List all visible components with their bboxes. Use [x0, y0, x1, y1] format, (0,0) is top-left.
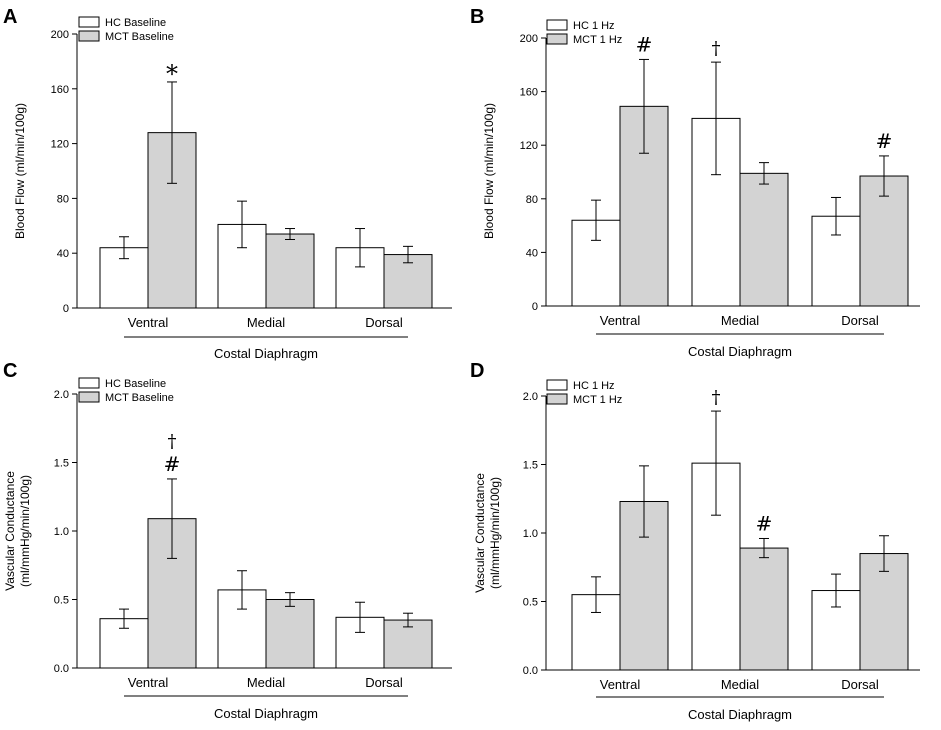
y-axis-title: Vascular Conductance(ml/mmHg/min/100g)	[473, 473, 502, 593]
legend-label: MCT 1 Hz	[573, 394, 622, 406]
category-label: Ventral	[600, 677, 641, 692]
category-label: Ventral	[128, 315, 169, 330]
legend-swatch-hc	[546, 379, 568, 391]
y-tick-label: 0.0	[523, 665, 538, 677]
y-axis-title-line: Vascular Conductance	[3, 471, 17, 591]
y-tick-label: 0.0	[54, 663, 69, 675]
category-label: Dorsal	[365, 315, 403, 330]
category-label: Dorsal	[365, 675, 403, 690]
bar-mct	[265, 599, 315, 669]
y-tick-label: 120	[51, 139, 69, 151]
y-tick-label: 0.5	[54, 595, 69, 607]
y-axis-title-line: Vascular Conductance	[473, 473, 487, 593]
bar-mct	[383, 254, 433, 309]
legend-swatch-mct	[78, 391, 100, 403]
chart-panel-c: C 0.0 0.5 1.0 1.5 2.0 Vascular Conductance(ml/…	[3, 360, 452, 721]
legend-label: MCT Baseline	[105, 392, 174, 404]
y-tick-label: 2.0	[523, 391, 538, 403]
legend-swatch-mct	[546, 393, 568, 405]
legend-swatch-mct	[78, 30, 100, 42]
y-axis-title-line: (ml/mmHg/min/100g)	[18, 475, 32, 587]
legend-label: HC 1 Hz	[573, 380, 615, 392]
panel-letter: A	[3, 6, 17, 28]
y-tick-label: 1.0	[523, 528, 538, 540]
panel-letter: C	[3, 360, 17, 382]
category-label: Dorsal	[841, 313, 879, 328]
legend-label: HC Baseline	[105, 378, 166, 390]
significance-marker: †	[712, 38, 721, 59]
y-tick-label: 160	[51, 84, 69, 96]
legend-label: HC Baseline	[105, 17, 166, 29]
y-axis-title-line: (ml/mmHg/min/100g)	[488, 477, 502, 589]
bar-mct	[859, 553, 909, 671]
significance-marker: #	[636, 32, 653, 56]
category-label: Dorsal	[841, 677, 879, 692]
y-tick-label: 160	[520, 87, 538, 99]
chart-panel-a: A 0 40 80 120 160 200 Blood Flow (ml/min/100g) V…	[3, 6, 452, 361]
y-axis-title: Vascular Conductance(ml/mmHg/min/100g)	[3, 471, 32, 591]
group-label: Costal Diaphragm	[214, 346, 318, 361]
y-tick-label: 80	[526, 194, 538, 206]
category-label: Medial	[721, 677, 759, 692]
y-tick-label: 40	[57, 248, 69, 260]
panel-letter: B	[470, 6, 484, 28]
bar-mct	[739, 547, 789, 671]
significance-marker: †	[168, 431, 177, 452]
legend-label: HC 1 Hz	[573, 20, 615, 32]
significance-marker: #	[876, 129, 893, 153]
chart-panel-b: B 0 40 80 120 160 200 Blood Flow (ml/min/100g) V…	[470, 6, 920, 359]
y-axis-title-line: Blood Flow (ml/min/100g)	[482, 103, 496, 239]
bar-mct	[265, 233, 315, 309]
y-tick-label: 1.5	[54, 458, 69, 470]
y-tick-label: 120	[520, 140, 538, 152]
bar-mct	[739, 172, 789, 307]
group-label: Costal Diaphragm	[214, 706, 318, 721]
legend-swatch-hc	[78, 16, 100, 28]
legend-swatch-mct	[546, 33, 568, 45]
legend-label: MCT Baseline	[105, 31, 174, 43]
y-tick-label: 200	[520, 33, 538, 45]
y-axis-title: Blood Flow (ml/min/100g)	[13, 103, 27, 239]
category-label: Medial	[247, 675, 285, 690]
group-label: Costal Diaphragm	[688, 344, 792, 359]
chart-panel-d: D 0.0 0.5 1.0 1.5 2.0 Vascular Conductance(ml/…	[470, 360, 920, 722]
significance-marker: †	[712, 387, 721, 408]
y-tick-label: 80	[57, 193, 69, 205]
y-axis-title: Blood Flow (ml/min/100g)	[482, 103, 496, 239]
y-tick-label: 0.5	[523, 597, 538, 609]
y-tick-label: 200	[51, 29, 69, 41]
legend-swatch-hc	[78, 377, 100, 389]
significance-marker: #	[756, 511, 773, 535]
bar-mct	[859, 175, 909, 307]
significance-marker: #	[164, 452, 181, 476]
group-label: Costal Diaphragm	[688, 707, 792, 722]
category-label: Ventral	[600, 313, 641, 328]
panel-letter: D	[470, 360, 484, 382]
category-label: Ventral	[128, 675, 169, 690]
category-label: Medial	[247, 315, 285, 330]
legend-label: MCT 1 Hz	[573, 34, 622, 46]
y-tick-label: 2.0	[54, 389, 69, 401]
y-tick-label: 40	[526, 247, 538, 259]
y-tick-label: 0	[532, 301, 538, 313]
y-tick-label: 0	[63, 303, 69, 315]
category-label: Medial	[721, 313, 759, 328]
y-tick-label: 1.0	[54, 526, 69, 538]
significance-marker: *	[166, 60, 178, 88]
legend-swatch-hc	[546, 19, 568, 31]
bar-hc	[99, 618, 149, 669]
y-tick-label: 1.5	[523, 460, 538, 472]
y-axis-title-line: Blood Flow (ml/min/100g)	[13, 103, 27, 239]
